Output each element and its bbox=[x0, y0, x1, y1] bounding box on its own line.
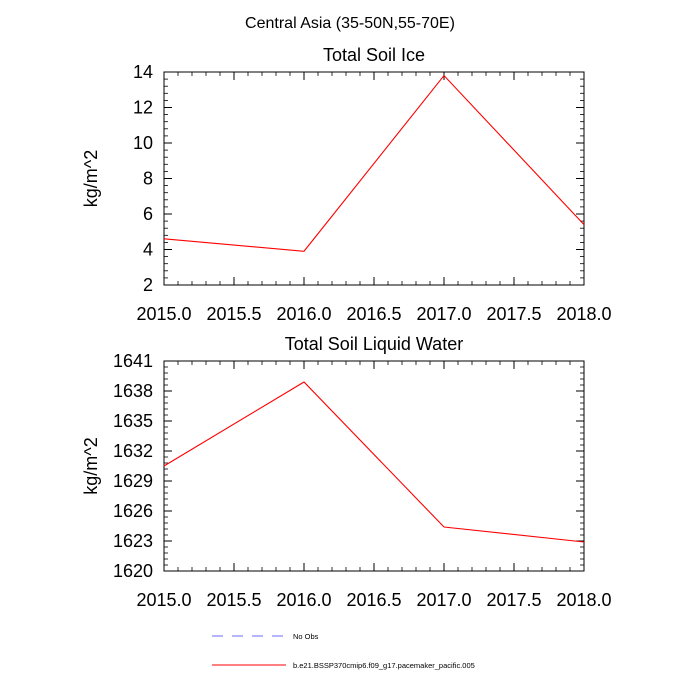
x-tick-label: 2016.5 bbox=[346, 304, 401, 324]
y-tick-label: 1620 bbox=[113, 561, 153, 581]
plot-frame bbox=[163, 360, 585, 572]
y-tick-label: 6 bbox=[143, 204, 153, 224]
y-axis-label: kg/m^2 bbox=[81, 150, 101, 207]
y-tick-label: 4 bbox=[143, 240, 153, 260]
x-tick-label: 2017.5 bbox=[486, 304, 541, 324]
plot-frame bbox=[163, 71, 585, 286]
y-tick-label: 14 bbox=[133, 62, 153, 82]
x-tick-label: 2017.0 bbox=[416, 590, 471, 610]
legend-item: No Obs bbox=[212, 632, 319, 641]
series-line bbox=[163, 381, 585, 543]
chart-panel-1: Total Soil Ice kg/m^2 2015.0 2015.5 2016.0 20… bbox=[81, 45, 612, 324]
x-tick-label: 2015.0 bbox=[136, 590, 191, 610]
series-line bbox=[163, 74, 585, 252]
y-tick-label: 12 bbox=[133, 98, 153, 118]
y-tick-label: 8 bbox=[143, 169, 153, 189]
x-tick-label: 2016.0 bbox=[276, 304, 331, 324]
y-tick-label: 1632 bbox=[113, 441, 153, 461]
x-tick-label: 2015.5 bbox=[206, 304, 261, 324]
y-tick-label: 1626 bbox=[113, 501, 153, 521]
y-tick-label: 1623 bbox=[113, 531, 153, 551]
y-tick-label: 1641 bbox=[113, 351, 153, 371]
x-tick-label: 2016.0 bbox=[276, 590, 331, 610]
legend: No Obs b.e21.BSSP370cmip6.f09_g17.pacemak… bbox=[212, 632, 475, 670]
x-tick-label: 2017.0 bbox=[416, 304, 471, 324]
x-tick-label: 2015.0 bbox=[136, 304, 191, 324]
x-tick-label: 2018.0 bbox=[556, 590, 611, 610]
x-tick-label: 2016.5 bbox=[346, 590, 401, 610]
y-tick-label: 1629 bbox=[113, 471, 153, 491]
legend-item: b.e21.BSSP370cmip6.f09_g17.pacemaker_pac… bbox=[212, 661, 475, 670]
chart-panels: Total Soil Ice kg/m^2 2015.0 2015.5 2016.0 20… bbox=[81, 45, 612, 610]
panel-title: Total Soil Liquid Water bbox=[285, 334, 463, 354]
chart-panel-2: Total Soil Liquid Water kg/m^2 2015.0 2015.… bbox=[81, 334, 612, 610]
y-tick-label: 2 bbox=[143, 275, 153, 295]
figure-title: Central Asia (35-50N,55-70E) bbox=[245, 15, 455, 32]
y-tick-label: 10 bbox=[133, 133, 153, 153]
x-tick-label: 2017.5 bbox=[486, 590, 541, 610]
y-axis-label: kg/m^2 bbox=[81, 437, 101, 494]
panel-title: Total Soil Ice bbox=[323, 45, 425, 65]
y-tick-label: 1638 bbox=[113, 381, 153, 401]
y-tick-label: 1635 bbox=[113, 411, 153, 431]
legend-label: b.e21.BSSP370cmip6.f09_g17.pacemaker_pac… bbox=[293, 661, 475, 670]
x-tick-label: 2018.0 bbox=[556, 304, 611, 324]
legend-label: No Obs bbox=[293, 632, 319, 641]
x-tick-label: 2015.5 bbox=[206, 590, 261, 610]
